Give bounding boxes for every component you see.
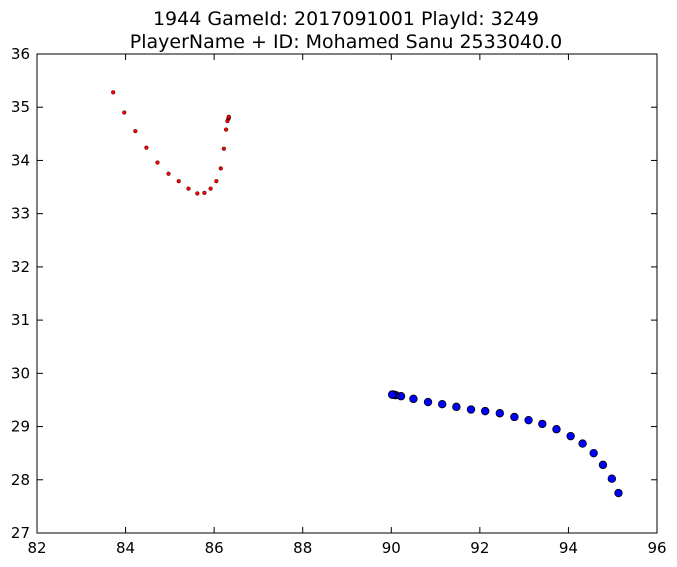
y-tick-label: 31	[11, 311, 30, 329]
series-2-point	[552, 425, 561, 434]
series-1-point	[221, 146, 226, 151]
x-tick-label: 96	[647, 539, 666, 557]
x-tick-label: 84	[116, 539, 135, 557]
y-tick-label: 30	[11, 364, 30, 382]
y-tick-label: 35	[11, 98, 30, 116]
y-tick-label: 32	[11, 258, 30, 276]
x-tick-label: 88	[293, 539, 312, 557]
series-1-point	[166, 171, 171, 176]
y-tick-label: 29	[11, 418, 30, 436]
chart-title-line-2: PlayerName + ID: Mohamed Sanu 2533040.0	[130, 31, 562, 53]
series-2-point	[452, 402, 461, 412]
series-2-point	[614, 488, 623, 498]
series-2-point	[589, 448, 598, 458]
series-1-point	[186, 186, 191, 191]
series-1-point	[176, 179, 181, 184]
y-tick-label: 36	[11, 45, 30, 63]
series-1-point	[122, 110, 127, 115]
series-1-point	[133, 129, 138, 134]
x-tick-label: 82	[27, 539, 46, 557]
series-1-point	[202, 190, 207, 196]
series-2-point	[598, 460, 608, 470]
series-2-point	[480, 406, 490, 416]
y-tick-label: 33	[11, 205, 30, 223]
series-1-point	[144, 145, 149, 150]
series-1-point	[218, 166, 223, 171]
axis-ticks: 82 84 86 88 90 92 94 96 27 28 29 30 31 32 33 34 35 36	[11, 45, 667, 557]
y-tick-label: 27	[11, 524, 30, 542]
series-1-point	[226, 114, 231, 119]
y-tick-label: 34	[11, 151, 30, 169]
series-2-point	[409, 394, 418, 404]
x-tick-label: 86	[205, 539, 224, 557]
series-2-point	[578, 439, 587, 448]
plot-frame	[36, 53, 658, 534]
series-2-point	[566, 431, 575, 441]
series-2-point	[387, 390, 397, 399]
series-2-point	[510, 412, 519, 422]
series-1-point	[208, 186, 213, 191]
series-2-point	[438, 400, 447, 409]
series-2-point	[423, 397, 433, 407]
data-points	[111, 90, 623, 498]
series-1-point	[155, 160, 160, 165]
series-1-point	[111, 90, 116, 95]
series-2-point	[607, 474, 617, 483]
series-2-point	[524, 415, 533, 425]
x-tick-label: 94	[559, 539, 578, 557]
x-tick-label: 90	[382, 539, 401, 557]
series-2-point	[466, 405, 476, 414]
chart-title-line-1: 1944 GameId: 2017091001 PlayId: 3249	[153, 8, 539, 30]
series-1-point	[224, 127, 229, 132]
series-1-point	[195, 191, 200, 196]
y-tick-label: 28	[11, 471, 30, 489]
series-1-point	[214, 179, 219, 184]
series-2-point	[495, 409, 504, 418]
series-2-point	[538, 419, 547, 429]
x-tick-label: 92	[470, 539, 489, 557]
